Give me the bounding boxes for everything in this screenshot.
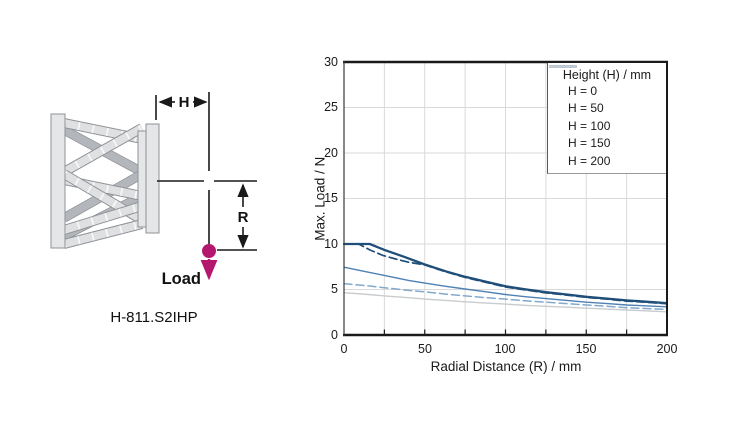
dimension-lines (155, 92, 257, 251)
series-line-4 (343, 292, 668, 313)
legend-item-h150: H = 150 (548, 65, 666, 153)
legend-item-h0: H = 0 (548, 65, 666, 100)
legend-label-h0: H = 0 (568, 83, 598, 98)
x-tick-0: 0 (340, 342, 348, 356)
load-point (202, 244, 216, 258)
hexapod-base-plate (50, 113, 66, 249)
plot-border (343, 60, 668, 337)
legend-label-h50: H = 50 (568, 101, 604, 116)
legend-label-h200: H = 200 (568, 153, 611, 168)
series-line-2 (343, 266, 668, 308)
x-tick-50: 50 (418, 342, 432, 356)
y-axis-title: Max. Load / N (312, 156, 328, 241)
y-tick-5: 5 (331, 282, 338, 296)
dim-r-label: R (238, 209, 249, 226)
y-tick-10: 10 (324, 237, 338, 251)
x-tick-200: 200 (656, 342, 678, 356)
legend-title: Height (H) / mm (562, 68, 652, 82)
chart-legend: Height (H) / mm H = 0 H = 50 H = 100 H =… (547, 63, 666, 174)
legend-label-h150: H = 150 (568, 136, 611, 151)
series-line-1 (343, 243, 668, 305)
y-tick-0: 0 (331, 328, 338, 342)
series-line-3 (343, 282, 668, 311)
hexapod-struts (61, 118, 145, 249)
y-tick-25: 25 (324, 100, 338, 114)
legend-item-h200: H = 200 (548, 65, 666, 170)
x-tick-150: 150 (575, 342, 597, 356)
x-tick-100: 100 (494, 342, 516, 356)
hexapod-platform-plate (145, 123, 160, 234)
chart-curves (342, 242, 669, 313)
legend-item-h100: H = 100 (548, 65, 666, 135)
x-axis-title: Radial Distance (R) / mm (430, 359, 582, 374)
load-label: Load (162, 270, 201, 288)
legend-item-h50: H = 50 (548, 65, 666, 118)
model-caption: H-811.S2IHP (110, 309, 198, 326)
y-tick-30: 30 (324, 55, 338, 69)
legend-label-h100: H = 100 (568, 118, 611, 133)
y-tick-15: 15 (324, 191, 338, 205)
y-tick-20: 20 (324, 146, 338, 160)
dim-h-label: H (179, 94, 190, 111)
legend-swatch-h200 (549, 65, 577, 68)
